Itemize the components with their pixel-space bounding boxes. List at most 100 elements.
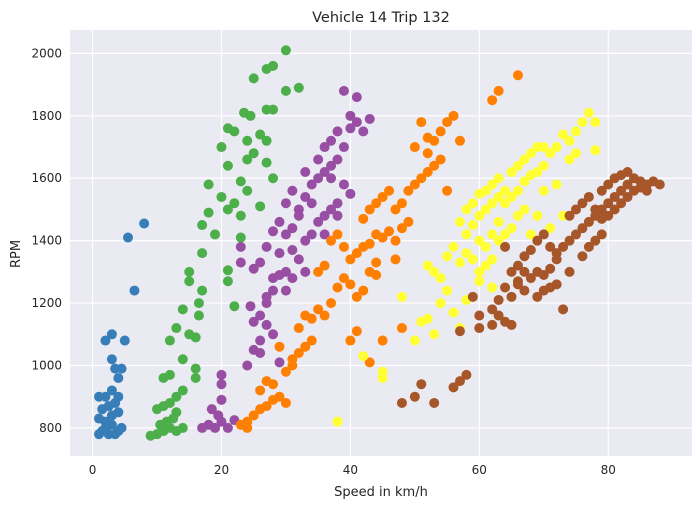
data-point	[261, 157, 272, 168]
data-point	[622, 191, 633, 202]
data-point	[332, 198, 343, 209]
data-point	[390, 254, 401, 265]
data-point	[222, 265, 233, 276]
data-point	[287, 223, 298, 234]
data-point	[506, 191, 517, 202]
data-point	[467, 220, 478, 231]
y-tick-label: 800	[39, 421, 62, 435]
data-point	[442, 185, 453, 196]
data-point	[345, 335, 356, 346]
data-point	[268, 173, 279, 184]
data-point	[326, 204, 337, 215]
data-point	[532, 291, 543, 302]
data-point	[454, 135, 465, 146]
data-point	[480, 241, 491, 252]
data-point	[319, 167, 330, 177]
data-point	[403, 216, 414, 227]
data-point	[551, 179, 562, 190]
data-point	[551, 248, 562, 259]
data-point	[280, 266, 291, 277]
x-axis-label: Speed in km/h	[334, 485, 428, 500]
data-point	[222, 204, 233, 215]
data-point	[454, 326, 465, 337]
data-point	[261, 319, 272, 330]
data-point	[474, 266, 485, 277]
data-point	[422, 313, 433, 324]
data-point	[532, 235, 543, 246]
data-point	[332, 126, 343, 137]
data-point	[493, 310, 504, 321]
data-point	[326, 173, 337, 184]
data-point	[268, 60, 279, 71]
series-2	[145, 45, 304, 441]
data-point	[371, 269, 382, 280]
data-point	[429, 160, 440, 171]
data-point	[493, 235, 504, 246]
data-point	[306, 198, 317, 209]
data-point	[203, 179, 214, 190]
data-point	[332, 282, 343, 293]
data-point	[442, 285, 453, 296]
x-tick-label: 60	[472, 463, 487, 477]
data-point	[467, 291, 478, 302]
data-point	[190, 372, 201, 383]
data-point	[512, 70, 523, 81]
series-3	[197, 85, 375, 433]
data-point	[300, 341, 311, 352]
data-point	[235, 210, 246, 221]
data-point	[255, 310, 266, 321]
data-point	[538, 229, 549, 240]
data-point	[377, 372, 388, 383]
data-point	[577, 117, 588, 128]
data-point	[287, 185, 298, 196]
data-point	[100, 416, 111, 427]
data-point	[300, 266, 311, 277]
data-point	[216, 191, 227, 202]
data-point	[448, 110, 459, 121]
data-point	[300, 191, 311, 202]
data-point	[396, 198, 407, 209]
data-point	[242, 360, 253, 371]
data-point	[171, 407, 182, 418]
data-point	[313, 173, 324, 184]
data-point	[129, 285, 140, 296]
data-point	[229, 301, 240, 312]
data-point	[106, 385, 117, 396]
data-point	[116, 363, 127, 374]
data-point	[390, 235, 401, 246]
data-point	[113, 372, 124, 383]
data-point	[210, 229, 221, 240]
data-point	[113, 407, 124, 418]
data-point	[435, 273, 446, 284]
data-point	[429, 266, 440, 277]
data-point	[193, 310, 204, 321]
data-point	[319, 229, 330, 240]
data-point	[480, 204, 491, 215]
data-point	[300, 235, 311, 246]
data-point	[171, 391, 182, 402]
data-point	[338, 241, 349, 252]
data-point	[332, 210, 343, 221]
data-point	[616, 198, 627, 209]
data-point	[519, 176, 530, 187]
data-point	[306, 335, 317, 346]
data-point	[448, 382, 459, 393]
data-point	[512, 276, 523, 287]
axis-ticks: 0 20 40 60 80 800 1000 1200 1400 1600 1800 2000	[31, 46, 615, 477]
data-point	[525, 229, 536, 240]
data-point	[100, 391, 111, 402]
data-point	[164, 369, 175, 380]
data-point	[429, 329, 440, 340]
data-point	[545, 241, 556, 252]
data-point	[177, 422, 188, 433]
data-point	[332, 229, 343, 240]
x-tick-label: 80	[601, 463, 616, 477]
data-point	[293, 82, 304, 93]
series-5	[332, 107, 601, 427]
data-point	[422, 132, 433, 143]
data-point	[609, 191, 620, 202]
data-point	[274, 341, 285, 352]
data-point	[210, 422, 221, 433]
data-point	[280, 85, 291, 96]
data-point	[558, 241, 569, 252]
